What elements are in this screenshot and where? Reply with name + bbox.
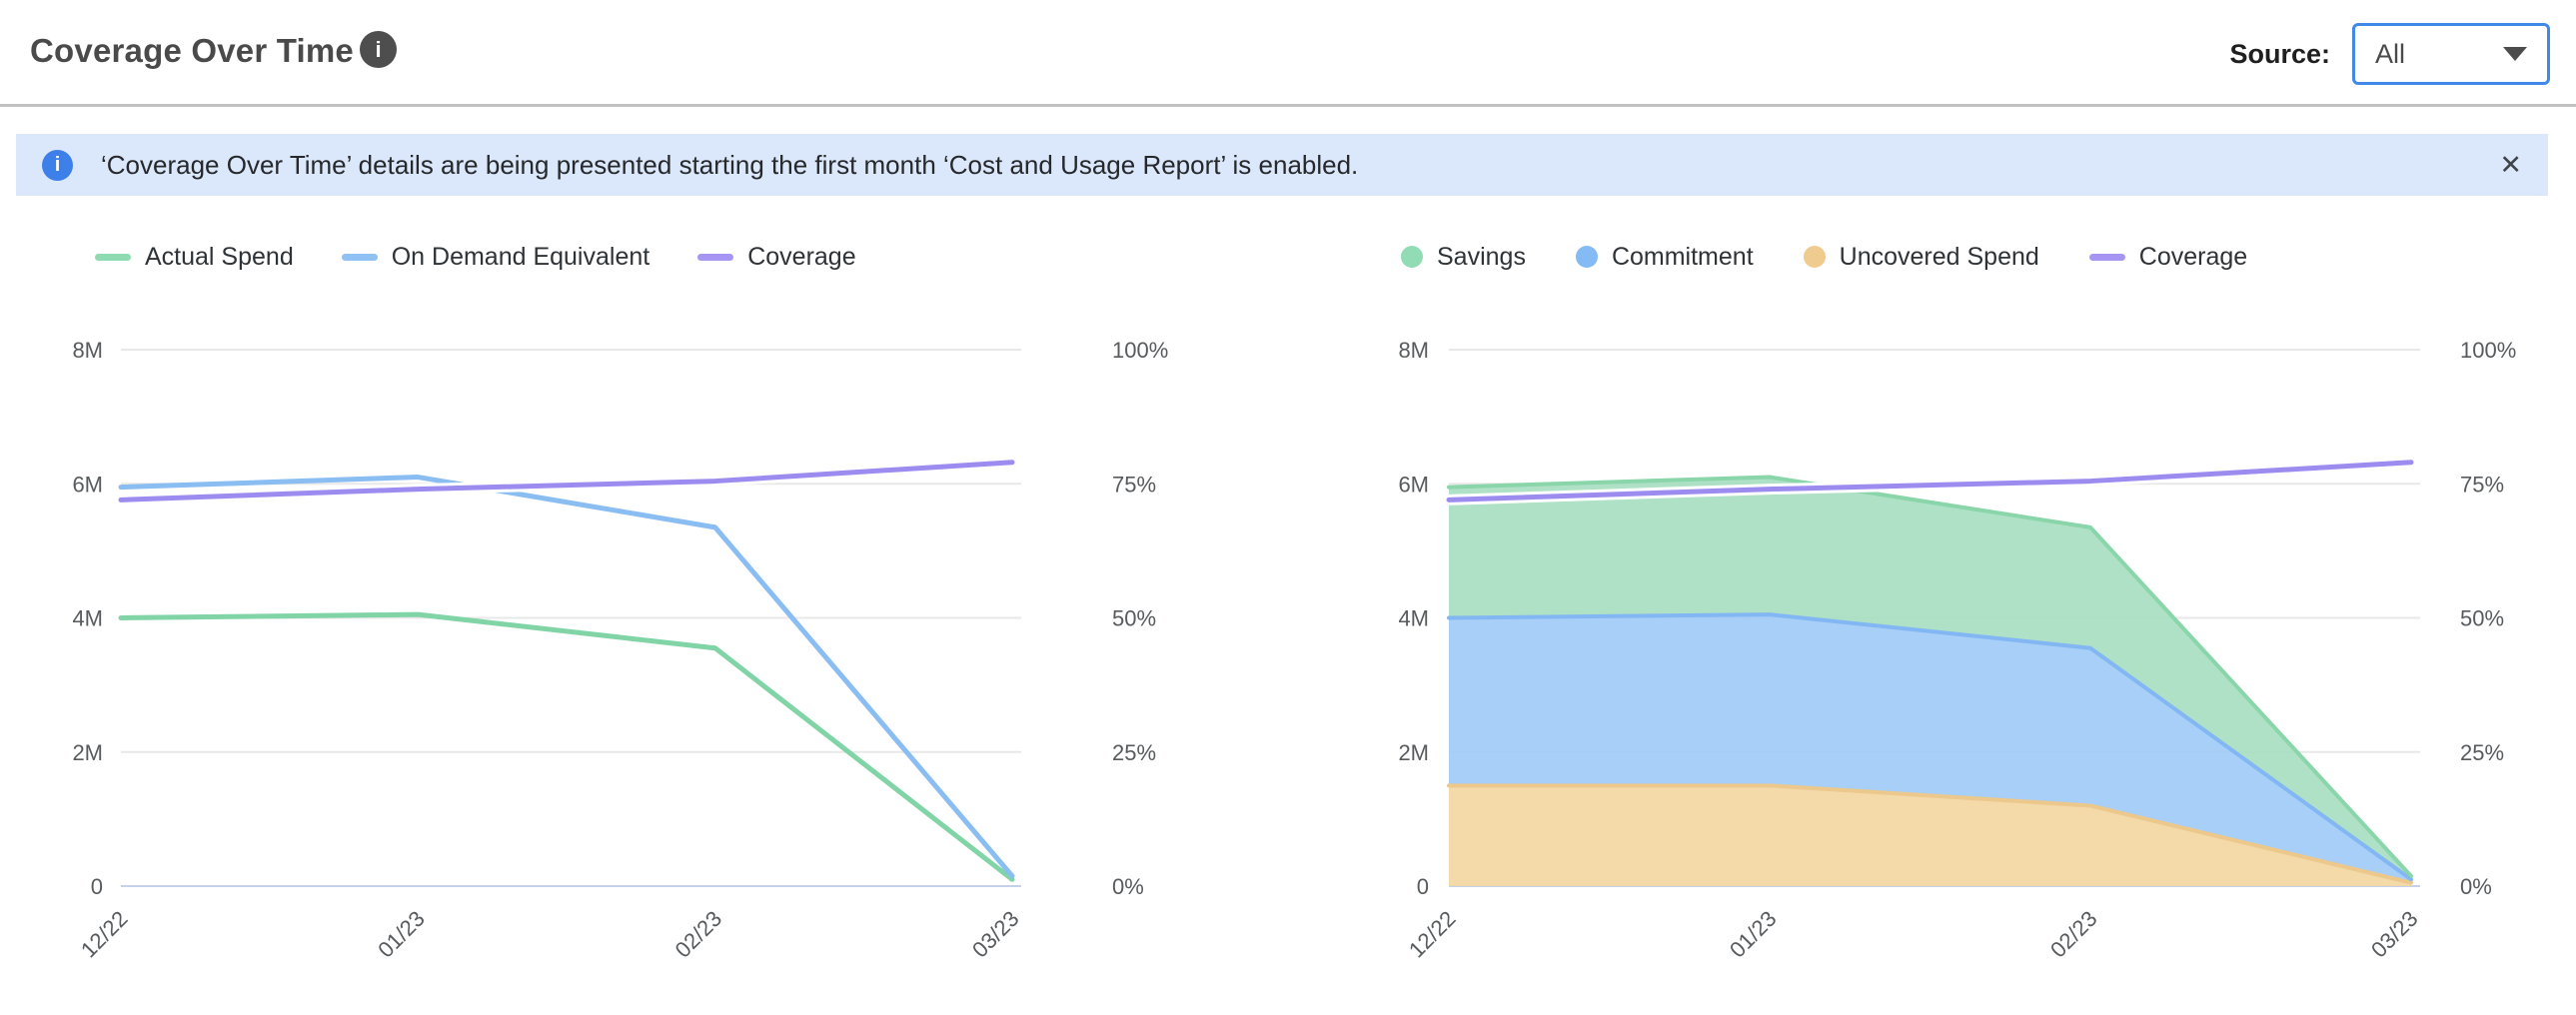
legend-label: Commitment: [1611, 242, 1754, 271]
legend-item-coverage[interactable]: Coverage: [2088, 242, 2248, 272]
svg-text:0%: 0%: [2460, 874, 2492, 899]
legend-item-uncovered-spend[interactable]: Uncovered Spend: [1803, 242, 2039, 272]
svg-text:50%: 50%: [1112, 606, 1156, 631]
svg-text:2M: 2M: [1398, 740, 1429, 765]
source-control: Source: All: [2229, 23, 2550, 85]
svg-text:0: 0: [1417, 874, 1429, 899]
line-chart-legend: Actual Spend On Demand Equivalent Coverage: [95, 240, 856, 274]
svg-text:75%: 75%: [2460, 472, 2504, 497]
header-divider: [0, 104, 2576, 107]
legend-label: Savings: [1437, 242, 1526, 271]
source-dropdown[interactable]: All: [2352, 23, 2550, 85]
legend-item-savings[interactable]: Savings: [1401, 243, 1526, 272]
legend-item-commitment[interactable]: Commitment: [1575, 242, 1754, 272]
svg-text:0: 0: [91, 874, 103, 899]
legend-line-swatch: [95, 253, 131, 261]
legend-item-on-demand-equivalent[interactable]: On Demand Equivalent: [341, 242, 650, 272]
legend-label: Uncovered Spend: [1839, 242, 2039, 271]
svg-text:4M: 4M: [72, 606, 103, 631]
source-dropdown-value: All: [2375, 38, 2406, 69]
svg-text:25%: 25%: [1112, 740, 1156, 765]
legend-label: Coverage: [2138, 242, 2248, 271]
source-label: Source:: [2229, 38, 2330, 69]
svg-text:12/22: 12/22: [76, 906, 133, 963]
svg-text:01/23: 01/23: [373, 906, 430, 963]
legend-item-coverage[interactable]: Coverage: [697, 242, 856, 272]
chevron-down-icon: [2503, 47, 2527, 61]
close-icon[interactable]: ✕: [2499, 149, 2522, 180]
svg-text:6M: 6M: [1398, 472, 1429, 497]
svg-text:25%: 25%: [2460, 740, 2504, 765]
svg-text:03/23: 03/23: [2366, 906, 2423, 963]
legend-line-swatch: [341, 253, 378, 261]
banner-text: ‘Coverage Over Time’ details are being p…: [101, 149, 1359, 180]
svg-text:6M: 6M: [72, 472, 103, 497]
coverage-area-chart: 8M 100% 6M 75% 4M 50% 2M 25% 0 0% 12/22 01/23 02/23 0…: [1398, 338, 2516, 963]
legend-line-swatch: [2088, 253, 2125, 261]
legend-line-swatch: [697, 253, 734, 261]
svg-text:0%: 0%: [1112, 874, 1144, 899]
svg-text:12/22: 12/22: [1404, 906, 1461, 963]
title-info-icon[interactable]: i: [360, 31, 397, 68]
coverage-line-chart: 8M 100% 6M 75% 4M 50% 2M 25% 0 0% 12/22 01/23 02/23 0…: [72, 338, 1168, 963]
legend-label: On Demand Equivalent: [391, 242, 650, 271]
svg-text:100%: 100%: [1112, 338, 1168, 363]
svg-text:8M: 8M: [72, 338, 103, 363]
area-chart-legend: Savings Commitment Uncovered Spend Coverage: [1401, 240, 2247, 274]
legend-item-actual-spend[interactable]: Actual Spend: [95, 243, 294, 272]
svg-text:50%: 50%: [2460, 606, 2504, 631]
legend-label: Actual Spend: [145, 242, 294, 271]
svg-text:2M: 2M: [72, 740, 103, 765]
svg-text:100%: 100%: [2460, 338, 2516, 363]
legend-circle-swatch: [1803, 246, 1826, 268]
svg-text:75%: 75%: [1112, 472, 1156, 497]
svg-text:8M: 8M: [1398, 338, 1429, 363]
svg-text:02/23: 02/23: [2045, 906, 2102, 963]
svg-text:4M: 4M: [1398, 606, 1429, 631]
legend-label: Coverage: [747, 242, 856, 271]
svg-text:03/23: 03/23: [967, 906, 1024, 963]
legend-circle-swatch: [1575, 246, 1598, 268]
info-icon: i: [42, 149, 73, 181]
info-banner: i ‘Coverage Over Time’ details are being…: [16, 134, 2548, 196]
svg-text:02/23: 02/23: [670, 906, 727, 963]
legend-circle-swatch: [1401, 246, 1423, 268]
svg-text:01/23: 01/23: [1725, 906, 1782, 963]
page-title: Coverage Over Time: [30, 32, 354, 69]
